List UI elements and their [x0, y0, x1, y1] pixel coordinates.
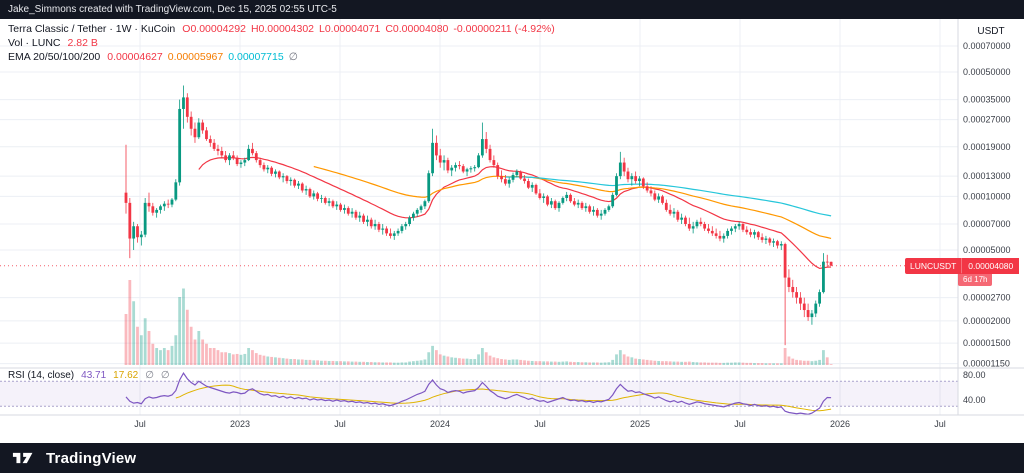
low-value: L0.00004071 — [319, 23, 381, 35]
ema-title: EMA 20/50/100/200 — [8, 51, 101, 63]
svg-text:0.00001150: 0.00001150 — [963, 359, 1010, 369]
svg-text:0.00007000: 0.00007000 — [963, 219, 1011, 229]
ema20-value: 0.00004627 — [107, 51, 163, 63]
bar-countdown-tag: 6d 17h — [958, 273, 993, 286]
footer-bar: TradingView — [0, 443, 1024, 473]
volume-layer — [124, 280, 833, 365]
tradingview-logo-icon[interactable] — [12, 450, 38, 467]
symbol-title: Terra Classic / Tether · 1W · KuCoin — [8, 23, 176, 35]
rsi-extra2-disabled-icon: ∅ — [160, 370, 170, 381]
rsi-title: RSI (14, close) — [8, 370, 75, 381]
high-value: H0.00004302 — [250, 23, 314, 35]
price-axis-currency: USDT — [977, 26, 1005, 37]
svg-text:0.00001500: 0.00001500 — [963, 338, 1011, 348]
ema100-value: 0.00007715 — [228, 51, 284, 63]
svg-text:2026: 2026 — [830, 419, 850, 429]
ema-legend-row[interactable]: EMA 20/50/100/200 0.00004627 0.00005967 … — [8, 50, 555, 64]
attribution-bar: Jake_Simmons created with TradingView.co… — [0, 0, 1024, 19]
svg-text:2023: 2023 — [230, 419, 250, 429]
volume-title: Vol · LUNC — [8, 37, 61, 49]
ema200-disabled-icon: ∅ — [288, 51, 298, 63]
volume-legend-row[interactable]: Vol · LUNC 2.82 B — [8, 36, 555, 50]
rsi-value: 43.71 — [81, 370, 107, 381]
svg-text:Jul: Jul — [134, 419, 146, 429]
svg-text:0.00050000: 0.00050000 — [963, 67, 1011, 77]
svg-text:Jul: Jul — [334, 419, 346, 429]
svg-text:2024: 2024 — [430, 419, 450, 429]
time-axis[interactable] — [0, 415, 958, 437]
svg-text:0.00002700: 0.00002700 — [963, 293, 1011, 303]
brand-wordmark[interactable]: TradingView — [46, 449, 137, 467]
svg-text:Jul: Jul — [734, 419, 746, 429]
pane-separators — [0, 19, 1024, 416]
rsi-ma-value: 17.62 — [113, 370, 139, 381]
symbol-legend-row[interactable]: Terra Classic / Tether · 1W · KuCoin O0.… — [8, 22, 555, 36]
svg-text:2025: 2025 — [630, 419, 650, 429]
svg-text:Jul: Jul — [534, 419, 546, 429]
rsi-legend-row[interactable]: RSI (14, close) 43.71 17.62 ∅ ∅ — [8, 370, 170, 381]
svg-text:40.00: 40.00 — [963, 395, 986, 405]
rsi-band-layer — [0, 380, 958, 407]
svg-text:0.00027000: 0.00027000 — [963, 115, 1011, 125]
svg-text:Jul: Jul — [934, 419, 946, 429]
volume-value: 2.82 B — [67, 37, 98, 49]
axis-labels: 0.00070000 0.00050000 0.00035000 0.00027000… — [134, 41, 1010, 429]
close-value: C0.00004080 — [385, 23, 449, 35]
price-axis[interactable] — [958, 19, 1024, 415]
svg-text:0.00070000: 0.00070000 — [963, 41, 1011, 51]
grid-layer — [0, 19, 958, 415]
rsi-layer — [125, 371, 832, 415]
svg-text:0.00002000: 0.00002000 — [963, 316, 1011, 326]
svg-text:80.00: 80.00 — [963, 370, 986, 380]
price-tag-value: 0.00004080 — [961, 258, 1020, 274]
rsi-extra1-disabled-icon: ∅ — [145, 370, 154, 381]
change-value: -0.00000211 (-4.92%) — [453, 23, 555, 35]
svg-text:0.00035000: 0.00035000 — [963, 95, 1011, 105]
price-tag-symbol: LUNCUSDT — [905, 258, 962, 274]
candles-layer — [124, 85, 833, 346]
chart-legend: Terra Classic / Tether · 1W · KuCoin O0.… — [8, 22, 555, 64]
svg-text:0.00013000: 0.00013000 — [963, 171, 1011, 181]
attribution-text: Jake_Simmons created with TradingView.co… — [8, 4, 337, 15]
svg-text:0.00019000: 0.00019000 — [963, 142, 1011, 152]
svg-text:0.00010000: 0.00010000 — [963, 191, 1011, 201]
ema-layer — [198, 156, 832, 270]
open-value: O0.00004292 — [182, 23, 246, 35]
last-price-tag[interactable]: LUNCUSDT 0.00004080 — [905, 258, 1020, 274]
ema50-value: 0.00005967 — [167, 51, 224, 63]
svg-text:0.00005000: 0.00005000 — [963, 245, 1011, 255]
